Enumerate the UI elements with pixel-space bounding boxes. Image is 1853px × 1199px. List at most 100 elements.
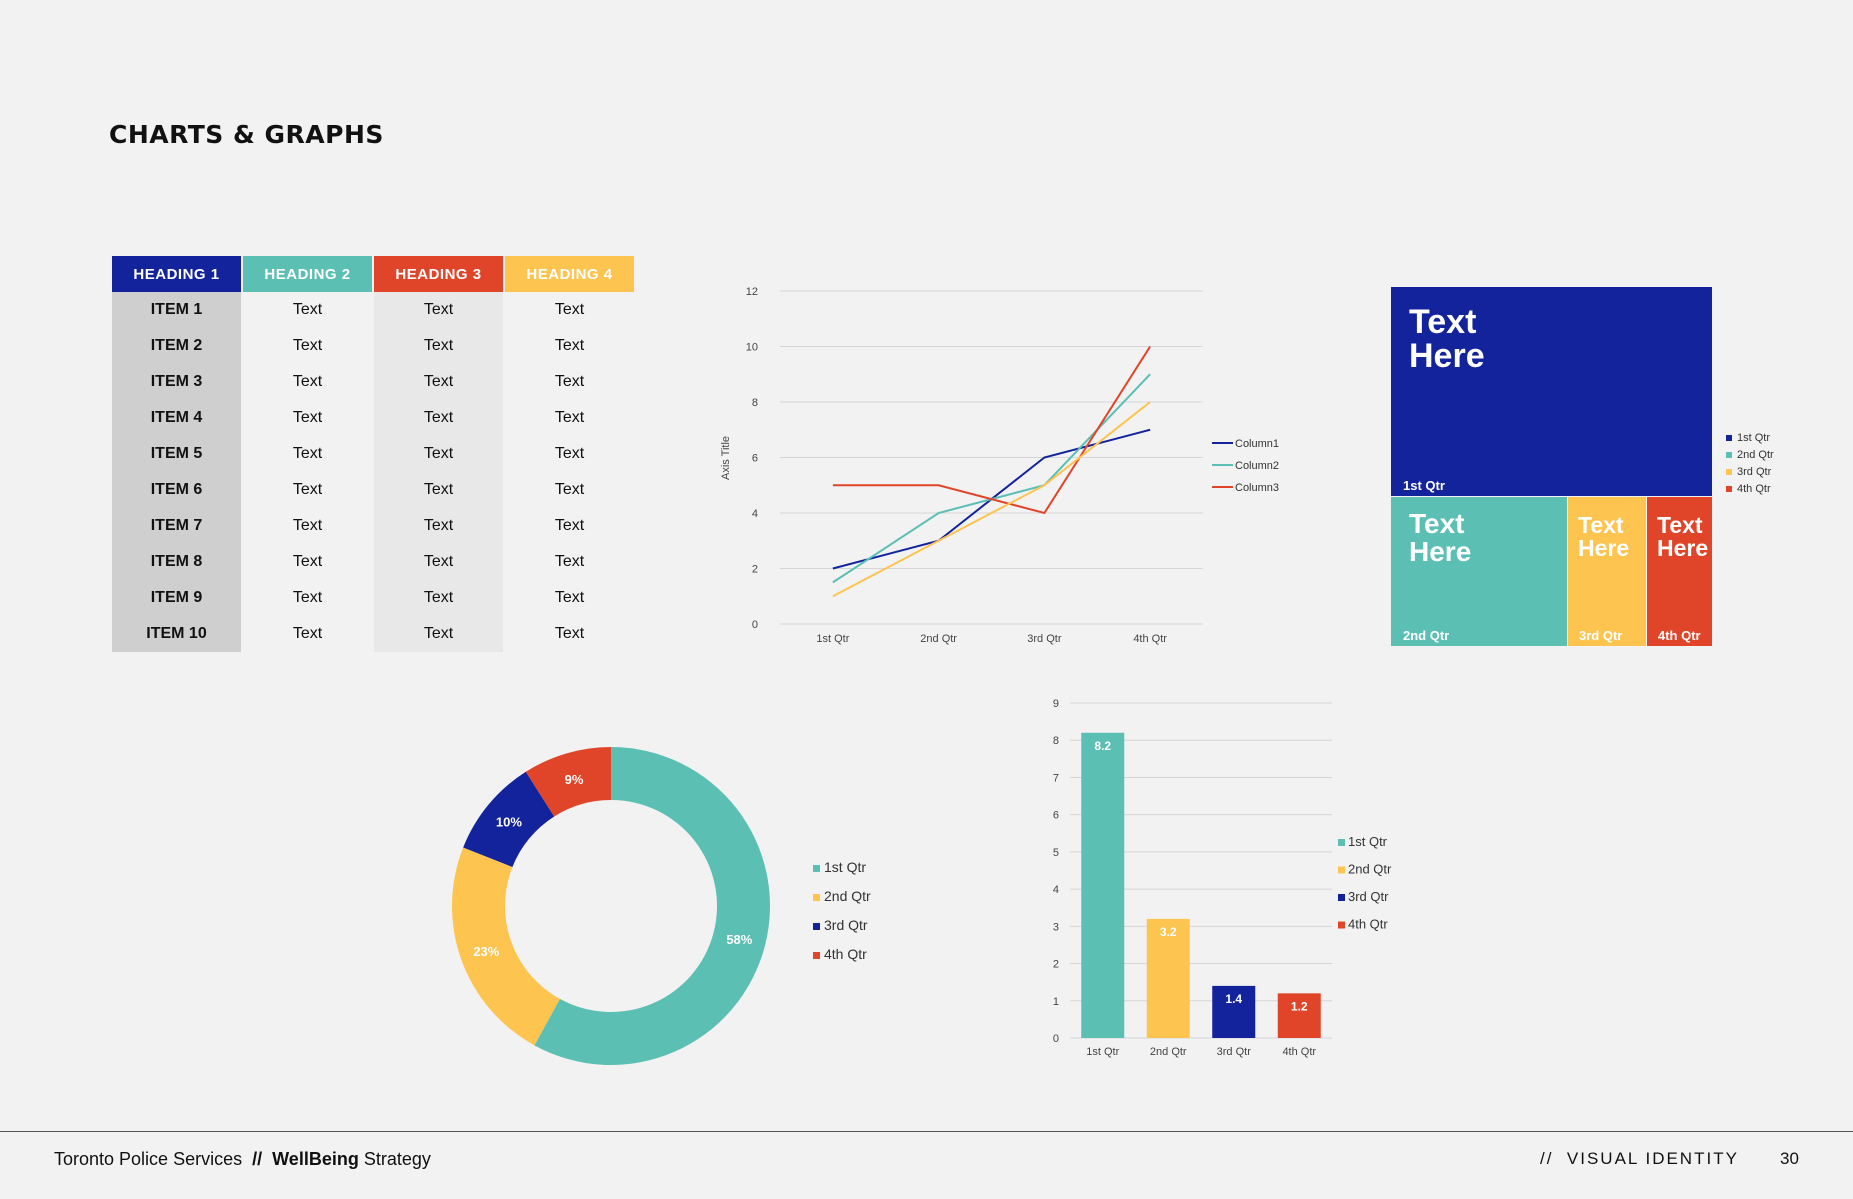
donut-slice [452, 847, 560, 1046]
bar-chart-ytick-label: 1 [1053, 996, 1059, 1008]
table-cell: Text [243, 328, 372, 364]
treemap-legend-swatch [1726, 486, 1732, 492]
treemap-tile-text: Here [1578, 535, 1629, 561]
donut-slice [463, 771, 555, 867]
table-cell: Text [505, 616, 634, 652]
table-row: ITEM 3 Text Text Text [112, 364, 634, 400]
table-cell: Text [374, 328, 503, 364]
treemap-tile-label: 3rd Qtr [1579, 628, 1622, 643]
table-cell: Text [505, 328, 634, 364]
table-cell: Text [243, 544, 372, 580]
table-cell: Text [374, 436, 503, 472]
treemap-tile-text: Text [1409, 508, 1465, 539]
line-chart-series-line [832, 401, 1151, 598]
table-cell: Text [243, 292, 372, 328]
donut-legend-swatch [813, 894, 820, 901]
table-heading-1: HEADING 1 [112, 256, 241, 292]
treemap-legend-swatch [1726, 469, 1732, 475]
page-number: 30 [1780, 1149, 1799, 1168]
bar-chart-ytick-label: 0 [1053, 1033, 1059, 1045]
table-row: ITEM 5 Text Text Text [112, 436, 634, 472]
line-chart-legend-label: Column2 [1235, 460, 1279, 472]
table-row-label: ITEM 2 [112, 328, 241, 364]
donut-slice-label: 58% [726, 932, 752, 947]
bar-chart: 0 1 2 3 4 5 6 7 8 9 8.2 1st Qtr 3.2 2nd Qtr 1.4 3rd Qtr… [1053, 698, 1392, 1058]
table-cell: Text [505, 436, 634, 472]
treemap-legend-label: 3rd Qtr [1737, 466, 1772, 478]
line-chart-xtick-label: 4th Qtr [1133, 633, 1167, 645]
table-row-label: ITEM 1 [112, 292, 241, 328]
bar-chart-ytick-label: 6 [1053, 810, 1059, 822]
table-row-label: ITEM 5 [112, 436, 241, 472]
table-row-label: ITEM 7 [112, 508, 241, 544]
bar-chart-xtick-label: 4th Qtr [1282, 1046, 1316, 1058]
table-cell: Text [374, 400, 503, 436]
table-cell: Text [374, 580, 503, 616]
line-chart-ylabel: Axis Title [720, 436, 732, 480]
table-row: ITEM 1 Text Text Text [112, 292, 634, 328]
table-cell: Text [505, 472, 634, 508]
bar-chart-ytick-label: 7 [1053, 772, 1059, 784]
table-row: ITEM 10 Text Text Text [112, 616, 634, 652]
table-cell: Text [505, 400, 634, 436]
line-chart-ytick-label: 0 [752, 619, 758, 631]
bar-chart-legend-label: 2nd Qtr [1348, 862, 1392, 877]
donut-legend-label: 2nd Qtr [824, 888, 871, 904]
table-cell: Text [243, 364, 372, 400]
donut-slice [534, 747, 770, 1065]
table-row: ITEM 2 Text Text Text [112, 328, 634, 364]
treemap-legend-label: 2nd Qtr [1737, 449, 1774, 461]
bar-chart-value-label: 8.2 [1094, 739, 1111, 753]
bar-chart-xtick-label: 3rd Qtr [1217, 1046, 1252, 1058]
table-cell: Text [243, 616, 372, 652]
footer-separator: // [252, 1149, 263, 1169]
treemap-tile [1391, 287, 1712, 496]
table-row: ITEM 7 Text Text Text [112, 508, 634, 544]
bar-chart-ytick-label: 4 [1053, 884, 1059, 896]
table-row: ITEM 9 Text Text Text [112, 580, 634, 616]
table-row: ITEM 4 Text Text Text [112, 400, 634, 436]
bar-chart-bar [1212, 985, 1256, 1038]
table-cell: Text [374, 364, 503, 400]
line-chart-legend-label: Column1 [1235, 438, 1279, 450]
table-cell: Text [505, 292, 634, 328]
table-cell: Text [374, 292, 503, 328]
bar-chart-bar [1146, 918, 1190, 1038]
table-row-label: ITEM 4 [112, 400, 241, 436]
treemap-legend-swatch [1726, 435, 1732, 441]
bar-chart-ytick-label: 2 [1053, 959, 1059, 971]
table-heading-2: HEADING 2 [243, 256, 372, 292]
treemap-legend-label: 4th Qtr [1737, 483, 1771, 495]
table-cell: Text [505, 544, 634, 580]
footer-project-bold: WellBeing [272, 1149, 359, 1169]
line-chart-ytick-label: 12 [746, 286, 758, 298]
donut-legend-swatch [813, 865, 820, 872]
donut-slice-label: 9% [565, 772, 584, 787]
line-chart-ytick-label: 8 [752, 397, 758, 409]
treemap-tile-label: 1st Qtr [1403, 478, 1445, 493]
treemap-tile-text: Text [1657, 512, 1703, 538]
treemap-tile-text: Here [1409, 337, 1485, 375]
table-cell: Text [374, 616, 503, 652]
donut-chart: 58% 23% 10% 9% 1st Qtr 2nd Qtr 3rd Qtr 4th Qtr [452, 747, 871, 1065]
page-title: CHARTS & GRAPHS [109, 120, 384, 149]
donut-legend-swatch [813, 923, 820, 930]
treemap-tile-label: 2nd Qtr [1403, 628, 1449, 643]
table-row-label: ITEM 9 [112, 580, 241, 616]
bar-chart-legend-label: 4th Qtr [1348, 917, 1388, 932]
treemap-tile [1568, 497, 1646, 646]
donut-slice-label: 23% [473, 944, 499, 959]
bar-chart-legend-swatch [1338, 866, 1345, 874]
bar-chart-ytick-label: 5 [1053, 847, 1059, 859]
bar-chart-legend-label: 1st Qtr [1348, 834, 1388, 849]
table-row: ITEM 8 Text Text Text [112, 544, 634, 580]
line-chart-ytick-label: 4 [752, 508, 758, 520]
bar-chart-legend-swatch [1338, 921, 1345, 929]
bar-chart-bar [1081, 732, 1125, 1038]
bar-chart-ytick-label: 8 [1053, 735, 1059, 747]
treemap-legend-swatch [1726, 452, 1732, 458]
line-chart-legend-label: Column3 [1235, 482, 1279, 494]
table-cell: Text [505, 364, 634, 400]
